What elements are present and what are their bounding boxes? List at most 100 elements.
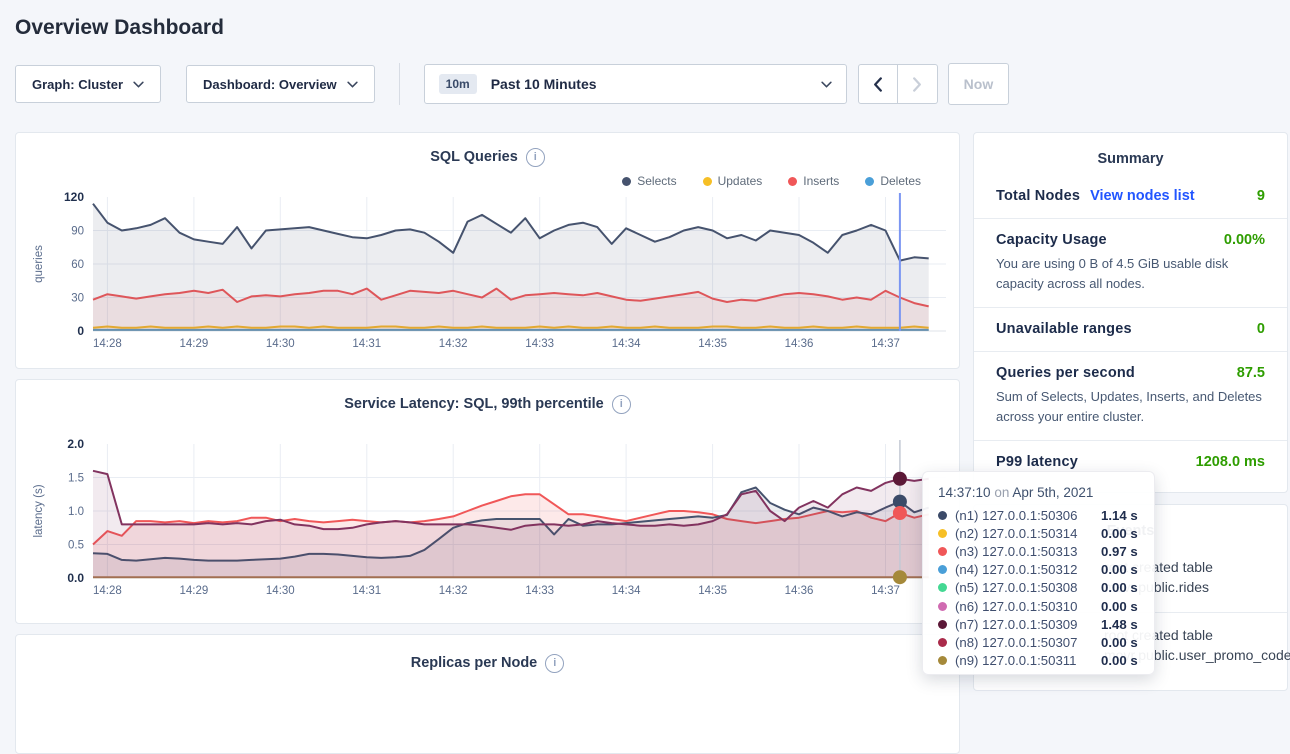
tooltip-rows: (n1) 127.0.0.1:503061.14 s(n2) 127.0.0.1… — [938, 506, 1140, 670]
service-latency-plot[interactable]: 14:2814:2914:3014:3114:3214:3314:3414:35… — [26, 438, 949, 605]
chevron-down-icon — [347, 81, 358, 88]
node-color-dot — [938, 620, 947, 629]
now-button[interactable]: Now — [948, 63, 1010, 105]
summary-value: 87.5 — [1237, 365, 1265, 381]
tooltip-on-text: on — [994, 485, 1009, 500]
dashboard-dropdown-label: Dashboard: Overview — [203, 77, 337, 92]
sql-queries-plot[interactable]: 14:2814:2914:3014:3114:3214:3314:3414:35… — [26, 191, 949, 358]
legend-dot — [622, 177, 631, 186]
tooltip-node-address: (n4) 127.0.0.1:50312 — [955, 562, 1101, 577]
chevron-down-icon — [821, 81, 832, 88]
svg-text:1.5: 1.5 — [68, 473, 84, 485]
tooltip-node-address: (n5) 127.0.0.1:50308 — [955, 580, 1101, 595]
node-color-dot — [938, 511, 947, 520]
legend-label: Selects — [637, 174, 676, 188]
service-latency-chart-card: Service Latency: SQL, 99th percentile i … — [15, 379, 960, 624]
page-title: Overview Dashboard — [15, 16, 1288, 40]
hover-point — [893, 472, 907, 486]
svg-text:14:32: 14:32 — [439, 338, 468, 350]
tooltip-node-value: 0.97 s — [1101, 544, 1138, 559]
svg-text:14:28: 14:28 — [93, 585, 122, 597]
hover-point — [893, 570, 907, 584]
tooltip-node-value: 0.00 s — [1101, 580, 1138, 595]
summary-label: Queries per second — [996, 365, 1135, 381]
info-icon[interactable]: i — [612, 395, 631, 414]
svg-text:queries: queries — [33, 245, 45, 283]
svg-text:14:37: 14:37 — [871, 338, 900, 350]
tooltip-node-address: (n2) 127.0.0.1:50314 — [955, 526, 1101, 541]
chart-svg: 14:2814:2914:3014:3114:3214:3314:3414:35… — [26, 191, 951, 353]
now-button-label: Now — [964, 76, 994, 92]
summary-row-capacity-usage: Capacity Usage0.00%You are using 0 B of … — [974, 218, 1287, 307]
summary-row-total-nodes: Total NodesView nodes list9 — [974, 175, 1287, 218]
legend-item-updates: Updates — [703, 173, 763, 189]
svg-text:14:37: 14:37 — [871, 585, 900, 597]
time-range-badge: 10m — [439, 74, 477, 94]
tooltip-time: 14:37:10 — [938, 485, 991, 500]
legend-item-deletes: Deletes — [865, 173, 921, 189]
svg-text:14:36: 14:36 — [785, 585, 814, 597]
svg-text:14:30: 14:30 — [266, 338, 295, 350]
summary-label: Capacity Usage — [996, 232, 1107, 248]
svg-text:0.5: 0.5 — [68, 540, 84, 552]
controls-row: Graph: Cluster Dashboard: Overview 10m P… — [15, 64, 1288, 104]
tooltip-row: (n7) 127.0.0.1:503091.48 s — [938, 615, 1140, 633]
node-color-dot — [938, 583, 947, 592]
svg-text:14:34: 14:34 — [612, 585, 641, 597]
time-range-arrows — [858, 64, 938, 104]
svg-text:14:31: 14:31 — [352, 338, 381, 350]
summary-card: Summary Total NodesView nodes list9Capac… — [973, 132, 1288, 493]
tooltip-node-value: 0.00 s — [1101, 635, 1138, 650]
view-nodes-list-link[interactable]: View nodes list — [1090, 188, 1195, 204]
svg-text:30: 30 — [71, 293, 84, 305]
summary-value: 1208.0 ms — [1196, 454, 1265, 470]
tooltip-row: (n9) 127.0.0.1:503110.00 s — [938, 652, 1140, 670]
chart-title-row: Service Latency: SQL, 99th percentile i — [26, 392, 949, 416]
svg-text:14:29: 14:29 — [180, 585, 209, 597]
legend-dot — [865, 177, 874, 186]
legend-dot — [703, 177, 712, 186]
info-icon[interactable]: i — [545, 654, 564, 673]
tooltip-date: Apr 5th, 2021 — [1012, 485, 1093, 500]
summary-value: 0 — [1257, 321, 1265, 337]
time-range-prev-button[interactable] — [858, 64, 898, 104]
tooltip-timestamp: 14:37:10 on Apr 5th, 2021 — [938, 485, 1140, 500]
tooltip-row: (n2) 127.0.0.1:503140.00 s — [938, 524, 1140, 542]
svg-text:2.0: 2.0 — [67, 438, 84, 451]
info-icon[interactable]: i — [526, 148, 545, 167]
hover-point — [893, 506, 907, 520]
svg-text:0: 0 — [77, 324, 84, 338]
chart-title-row: Replicas per Node i — [26, 651, 949, 675]
tooltip-node-address: (n8) 127.0.0.1:50307 — [955, 635, 1101, 650]
summary-value: 9 — [1257, 188, 1265, 204]
chart-title: Service Latency: SQL, 99th percentile — [344, 396, 604, 412]
node-color-dot — [938, 602, 947, 611]
legend-label: Deletes — [880, 174, 921, 188]
svg-text:14:34: 14:34 — [612, 338, 641, 350]
summary-description: You are using 0 B of 4.5 GiB usable disk… — [996, 254, 1265, 293]
chart-hover-tooltip: 14:37:10 on Apr 5th, 2021 (n1) 127.0.0.1… — [922, 471, 1155, 675]
dashboard-dropdown[interactable]: Dashboard: Overview — [186, 65, 375, 103]
tooltip-node-address: (n6) 127.0.0.1:50310 — [955, 599, 1101, 614]
graph-scope-dropdown[interactable]: Graph: Cluster — [15, 65, 161, 103]
svg-text:1.0: 1.0 — [68, 506, 84, 518]
tooltip-row: (n3) 127.0.0.1:503130.97 s — [938, 542, 1140, 560]
controls-divider — [399, 63, 400, 105]
chevron-left-icon — [873, 77, 883, 92]
time-range-dropdown[interactable]: 10m Past 10 Minutes — [424, 64, 847, 104]
svg-text:60: 60 — [71, 259, 84, 271]
graph-scope-dropdown-label: Graph: Cluster — [32, 77, 123, 92]
tooltip-node-value: 0.00 s — [1101, 599, 1138, 614]
svg-text:14:29: 14:29 — [180, 338, 209, 350]
svg-text:14:28: 14:28 — [93, 338, 122, 350]
chart-svg: 14:2814:2914:3014:3114:3214:3314:3414:35… — [26, 438, 951, 600]
tooltip-node-address: (n3) 127.0.0.1:50313 — [955, 544, 1101, 559]
svg-text:90: 90 — [71, 226, 84, 238]
tooltip-node-value: 1.14 s — [1101, 508, 1138, 523]
svg-text:14:30: 14:30 — [266, 585, 295, 597]
node-color-dot — [938, 656, 947, 665]
chart-title-row: SQL Queries i — [26, 145, 949, 169]
summary-title: Summary — [974, 151, 1287, 167]
time-range-next-button[interactable] — [898, 64, 938, 104]
tooltip-node-address: (n7) 127.0.0.1:50309 — [955, 617, 1101, 632]
